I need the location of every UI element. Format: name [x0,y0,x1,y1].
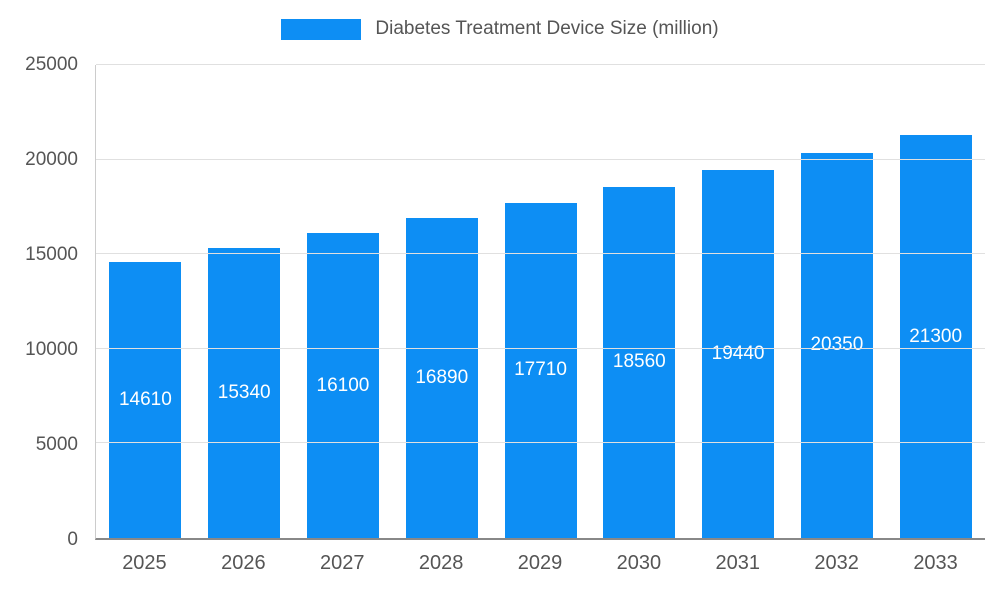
bar-2029: 17710 [504,202,577,538]
x-tick-label-2027: 2027 [319,552,365,574]
bar-value-label: 15340 [217,381,271,403]
bar-2033: 21300 [899,135,972,538]
bar-2032: 20350 [800,152,873,538]
bar-slot: 18560 [590,65,689,538]
bar-2030: 18560 [603,186,676,538]
y-tick-label: 10000 [25,339,78,360]
chart-legend: Diabetes Treatment Device Size (million) [0,18,1000,40]
bar-value-label: 17710 [514,359,567,381]
x-tick-label-2033: 2033 [913,552,958,574]
y-tick-label: 20000 [25,149,78,170]
x-tick-label-2026: 2026 [221,552,266,574]
bar-slot: 17710 [491,65,590,538]
x-tick-label-2029: 2029 [517,552,563,574]
bar-slot: 16890 [392,65,491,538]
bar-value-label: 14610 [118,388,172,410]
bar-slot: 21300 [886,65,985,538]
x-tick-label-2031: 2031 [715,552,761,574]
bar-slot: 14610 [96,65,195,538]
x-tick-label-2028: 2028 [418,552,464,574]
plot-area: 14610 15340 16100 16890 17710 18560 19440 20350… [95,64,985,540]
y-tick-label: 0 [67,529,78,550]
bar-slot: 16100 [294,65,393,538]
gridline [96,253,985,255]
x-tick-label-2032: 2032 [814,552,859,574]
gridline [96,158,985,160]
x-tick-label-2030: 2030 [616,552,662,574]
bar-value-label: 21300 [909,325,963,347]
gridline [96,442,985,444]
bar-2025: 14610 [109,261,182,538]
bar-slot: 15340 [195,65,294,538]
bar-2031: 19440 [702,170,775,538]
bar-value-label: 16100 [316,374,370,396]
bar-value-label: 20350 [810,334,864,356]
gridline [96,64,985,65]
bar-value-label: 16890 [415,367,469,389]
legend-swatch [281,18,362,40]
y-tick-label: 15000 [25,244,78,265]
bar-slot: 20350 [787,65,886,538]
y-tick-label: 25000 [25,54,78,75]
x-tick-label-2025: 2025 [122,552,167,574]
gridline [96,347,985,349]
bar-2027: 16100 [306,233,379,538]
bars-row: 14610 15340 16100 16890 17710 18560 19440 20350… [96,65,985,538]
y-tick-label: 5000 [35,434,78,455]
bar-slot: 19440 [689,65,788,538]
bar-value-label: 18560 [612,351,666,373]
legend-label: Diabetes Treatment Device Size (million) [375,18,719,39]
bar-value-label: 19440 [711,343,765,365]
bar-2028: 16890 [405,218,478,538]
x-axis: 2025 2026 2027 2028 2029 2030 2031 2032 2033 [95,552,985,575]
bar-2026: 15340 [208,247,281,538]
